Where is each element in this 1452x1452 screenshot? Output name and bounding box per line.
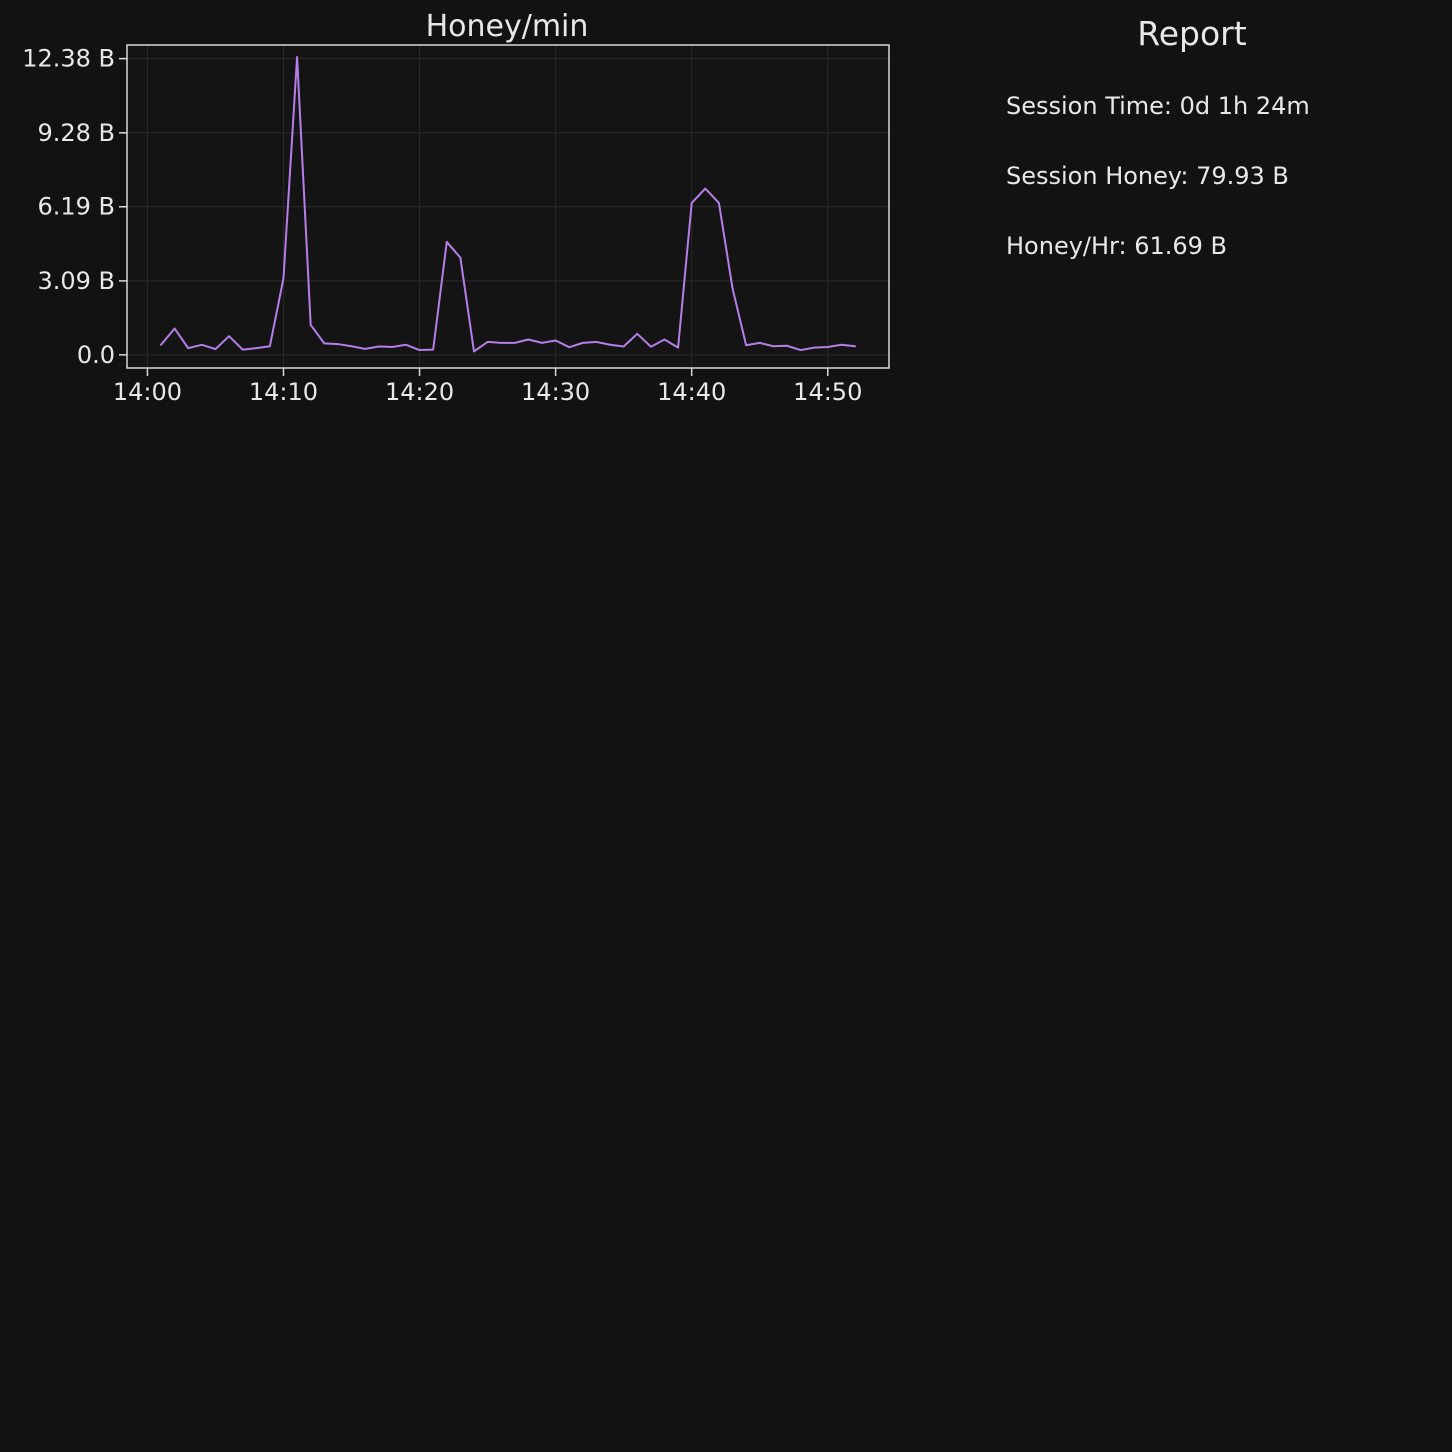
y-tick-label: 0.0 (77, 341, 115, 369)
x-tick-label: 14:20 (385, 378, 454, 406)
report-title: Report (1137, 14, 1247, 53)
honey-per-hour-text: Honey/Hr: 61.69 B (1006, 232, 1228, 260)
y-tick-label: 3.09 B (37, 267, 115, 295)
x-tick-label: 14:50 (793, 378, 862, 406)
session-time-text: Session Time: 0d 1h 24m (1006, 92, 1310, 120)
chart-title: Honey/min (426, 9, 589, 44)
y-tick-label: 12.38 B (22, 45, 115, 73)
chart-axes: 14:00 14:10 14:20 14:30 14:40 14:50 0.0 3.09 B 6… (22, 44, 890, 406)
x-tick-label: 14:10 (249, 378, 318, 406)
session-honey-text: Session Honey: 79.93 B (1006, 162, 1289, 190)
gridlines (127, 45, 889, 368)
series-line (160, 55, 856, 353)
y-tick-label: 9.28 B (37, 119, 115, 147)
x-tick-label: 14:30 (521, 378, 590, 406)
chart-series (160, 55, 856, 353)
x-tick-label: 14:00 (113, 378, 182, 406)
x-tick-label: 14:40 (657, 378, 726, 406)
y-tick-label: 6.19 B (37, 193, 115, 221)
